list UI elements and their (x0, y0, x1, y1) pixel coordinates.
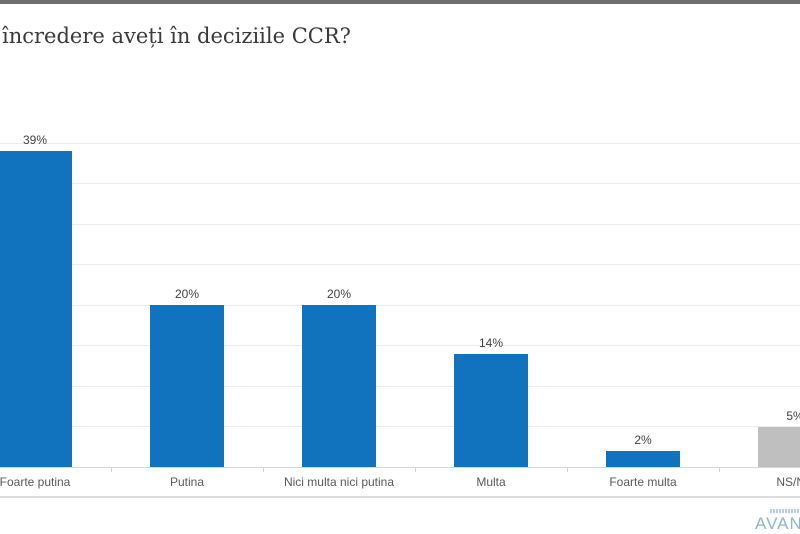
bar-slot: 2% Foarte multa (567, 143, 719, 489)
gridline (0, 385, 800, 387)
chart-bar (0, 151, 72, 467)
category-label: Nici multa nici putina (283, 475, 395, 489)
category-label: Multa (476, 475, 506, 489)
bar-value-label: 2% (634, 432, 652, 447)
chart-bar (150, 305, 224, 467)
category-label: Foarte multa (609, 475, 677, 489)
chart-bar (758, 426, 800, 467)
bar-value-label: 20% (174, 287, 200, 301)
logo-tagline-illegible (770, 509, 799, 513)
axis-tick (414, 467, 416, 472)
top-strip (0, 0, 800, 4)
gridline (0, 264, 800, 265)
gridline (0, 183, 800, 184)
chart-bar (454, 353, 528, 467)
chart-bar (606, 450, 680, 467)
gridline (0, 223, 800, 225)
logo-wordmark: AVAN (755, 514, 800, 533)
axis-tick (566, 467, 568, 472)
axis-tick (262, 467, 264, 472)
chart-title: încredere aveți în deciziile CCR? (2, 24, 351, 48)
bar-slot: 20% Nici multa nici putina (263, 143, 415, 489)
bar-value-label: 20% (326, 287, 352, 301)
bar-value-label: 14% (478, 335, 504, 350)
gridline (0, 345, 800, 346)
bar-slot: 20% Putina (111, 143, 263, 489)
axis-tick (718, 467, 720, 472)
gridline (0, 142, 800, 144)
gridline (0, 426, 800, 427)
category-label: Putina (169, 475, 205, 489)
bar-value-label: 5% (786, 408, 800, 423)
category-label: Foarte putina (0, 475, 71, 489)
gridline (0, 304, 800, 306)
chart-bar (302, 305, 376, 467)
footer-logo: AVAN (755, 506, 800, 534)
bar-slot: 5% NS/NR (719, 143, 800, 489)
bar-slot: 39% Foarte putina (0, 133, 111, 489)
bar-value-label: 39% (22, 133, 48, 148)
x-axis-line (0, 466, 800, 468)
category-label: NS/NR (776, 475, 800, 489)
axis-tick (110, 467, 112, 472)
plot-area: 39% Foarte putina 20% Putina 20% Nici multa n… (0, 133, 800, 489)
bottom-separator (0, 496, 800, 498)
bar-slot: 14% Multa (415, 143, 567, 489)
